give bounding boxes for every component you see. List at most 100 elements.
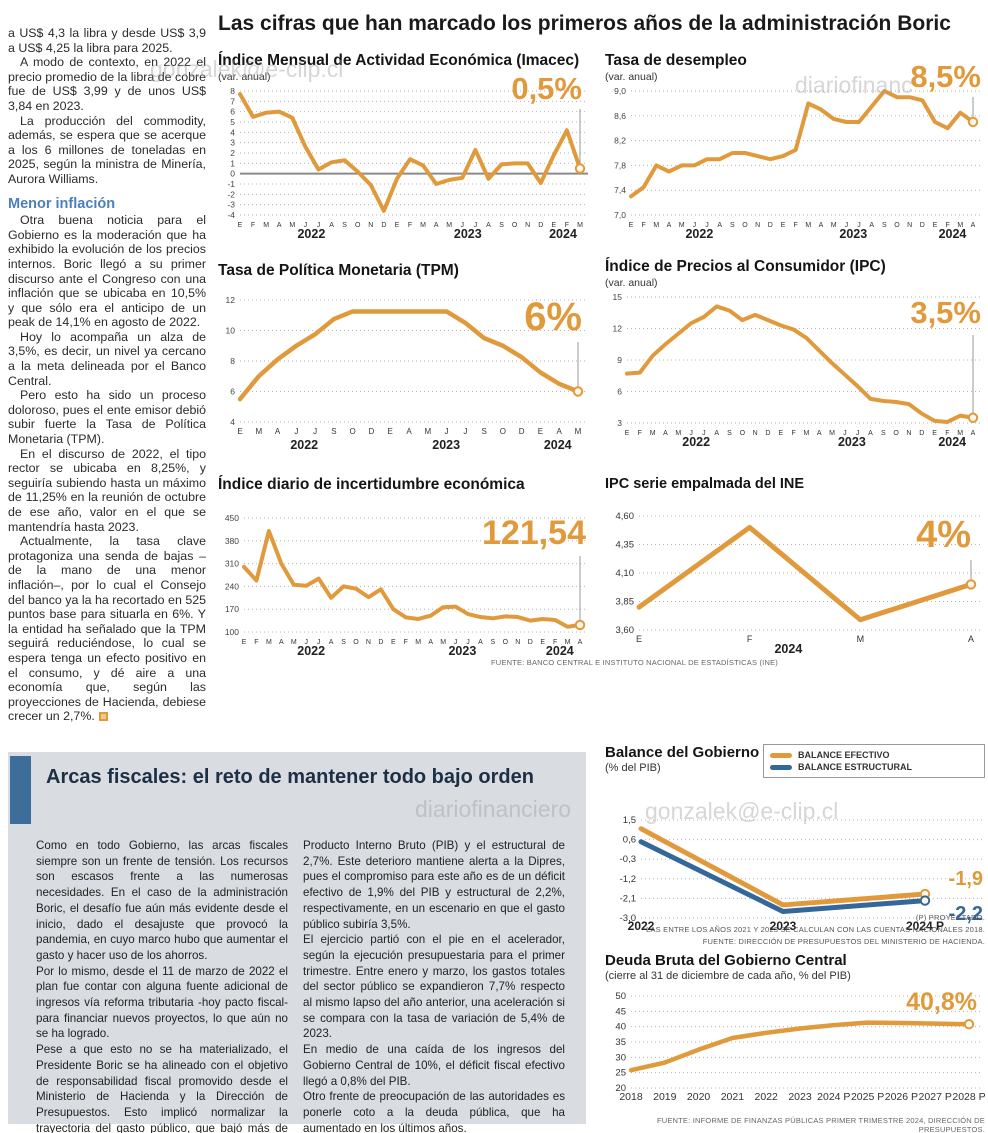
svg-text:6: 6 (230, 107, 235, 117)
svg-text:A: A (869, 222, 874, 229)
svg-text:M: M (263, 222, 269, 229)
svg-text:A: A (279, 639, 284, 646)
svg-text:A: A (434, 222, 439, 229)
svg-text:2022: 2022 (682, 435, 710, 449)
svg-text:M: M (679, 222, 685, 229)
chart-ipc-empalmada-title: IPC serie empalmada del INE (605, 476, 805, 492)
svg-text:E: E (391, 639, 396, 646)
chart-deuda: Deuda Bruta del Gobierno Central (cierre… (605, 952, 986, 1133)
svg-text:O: O (742, 222, 748, 229)
svg-text:E: E (538, 427, 543, 436)
svg-text:30: 30 (615, 1052, 626, 1063)
paragraph: Otro frente de preocupación de las autor… (303, 1090, 565, 1133)
svg-text:A: A (578, 639, 583, 646)
svg-text:M: M (650, 430, 656, 437)
svg-text:S: S (342, 222, 347, 229)
svg-text:2024 P: 2024 P (817, 1091, 850, 1103)
svg-text:E: E (388, 427, 393, 436)
svg-text:J: J (463, 427, 467, 436)
svg-text:D: D (920, 222, 925, 229)
svg-text:J: J (445, 427, 449, 436)
svg-text:1,5: 1,5 (623, 815, 636, 826)
svg-text:3: 3 (230, 138, 235, 148)
svg-text:2022: 2022 (685, 227, 713, 241)
svg-text:240: 240 (225, 581, 239, 591)
svg-text:2027 P: 2027 P (919, 1091, 952, 1103)
svg-text:J: J (689, 430, 693, 437)
fiscal-section-accent-bar (10, 756, 31, 824)
svg-text:2: 2 (230, 148, 235, 158)
svg-text:2022: 2022 (297, 227, 325, 241)
svg-text:E: E (781, 222, 786, 229)
paragraph: En el discurso de 2022, el tipo rector s… (8, 446, 206, 534)
chart-ipc-empalmada: IPC serie empalmada del INE 4,60 4,35 4,10… (605, 476, 985, 656)
svg-text:3,60: 3,60 (616, 625, 635, 636)
svg-text:4: 4 (230, 417, 235, 427)
svg-text:2024: 2024 (546, 644, 574, 658)
svg-text:8: 8 (230, 86, 235, 96)
svg-text:N: N (525, 222, 530, 229)
svg-text:M: M (415, 639, 421, 646)
svg-text:2023: 2023 (448, 644, 476, 658)
svg-text:E: E (933, 222, 938, 229)
svg-text:O: O (893, 430, 899, 437)
svg-text:M: M (957, 222, 963, 229)
svg-text:F: F (565, 222, 569, 229)
svg-text:N: N (755, 222, 760, 229)
svg-text:2018: 2018 (619, 1091, 643, 1103)
ipc-empalmada-plot: 4,60 4,35 4,10 3,85 3,60E F M A 2024 (616, 511, 983, 656)
svg-text:-3,0: -3,0 (620, 913, 636, 924)
svg-text:M: M (446, 222, 452, 229)
article-top-paragraphs: a US$ 4,3 la libra y desde US$ 3,9 a US$… (8, 26, 206, 187)
paragraph: El ejercicio partió con el pie en el ace… (303, 933, 565, 1041)
footnote-line: (P) PROYECTADO. (915, 913, 985, 922)
svg-text:S: S (727, 430, 732, 437)
svg-text:A: A (428, 639, 433, 646)
svg-text:J: J (702, 430, 706, 437)
svg-text:E: E (238, 222, 243, 229)
svg-text:D: D (768, 222, 773, 229)
svg-text:2024: 2024 (774, 642, 802, 656)
svg-text:2023: 2023 (839, 227, 867, 241)
svg-text:E: E (932, 430, 937, 437)
chart-deuda-subtitle: (cierre al 31 de diciembre de cada año, … (605, 970, 851, 982)
chart-balance: Balance del Gobierno Central Total (% de… (605, 744, 985, 946)
svg-text:A: A (817, 430, 822, 437)
svg-text:2025 P: 2025 P (851, 1091, 884, 1103)
svg-text:7: 7 (230, 96, 235, 106)
svg-text:F: F (946, 222, 950, 229)
svg-text:M: M (575, 427, 582, 436)
svg-text:M: M (857, 634, 865, 644)
paragraph: Pero esto ha sido un proceso doloroso, p… (8, 388, 206, 447)
svg-text:M: M (289, 222, 295, 229)
svg-text:40: 40 (615, 1022, 626, 1033)
desempleo-value-label: 8,5% (910, 59, 981, 94)
svg-text:8: 8 (230, 356, 235, 366)
svg-text:2024: 2024 (549, 227, 577, 241)
svg-text:25: 25 (615, 1068, 626, 1079)
svg-text:100: 100 (225, 627, 239, 637)
svg-text:D: D (369, 427, 375, 436)
svg-text:D: D (538, 222, 543, 229)
svg-text:F: F (408, 222, 412, 229)
svg-text:15: 15 (613, 292, 623, 302)
svg-text:M: M (831, 222, 837, 229)
chart-tpm: Tasa de Política Monetaria (TPM) 12 10 8 6 4… (218, 262, 590, 452)
svg-text:2022: 2022 (755, 1091, 779, 1103)
svg-text:35: 35 (615, 1037, 626, 1048)
chart-ipc-subtitle: (var. anual) (605, 277, 658, 289)
svg-text:N: N (515, 639, 520, 646)
svg-text:A: A (667, 222, 672, 229)
svg-text:-2: -2 (227, 189, 235, 199)
efectivo-line-swatch (770, 752, 792, 758)
svg-text:7,8: 7,8 (614, 160, 626, 170)
svg-text:F: F (404, 639, 408, 646)
svg-text:2022: 2022 (628, 919, 655, 933)
svg-text:N: N (366, 639, 371, 646)
svg-text:450: 450 (225, 513, 239, 523)
paragraph: En medio de una caída de los ingresos de… (303, 1043, 565, 1088)
svg-text:J: J (466, 639, 470, 646)
svg-text:M: M (577, 222, 583, 229)
